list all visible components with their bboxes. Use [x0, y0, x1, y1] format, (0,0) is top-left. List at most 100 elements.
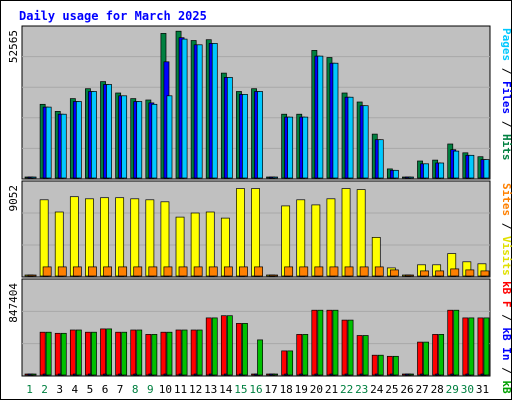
bar-hits-pages-day-10: [166, 95, 173, 179]
bar-visits-visits-day-23: [356, 189, 366, 277]
bar-visits-visits-day-13: [205, 211, 215, 277]
bar-kbytes-kb-f-day-8: [130, 329, 137, 376]
bar-kbytes-kb-out-day-4: [75, 329, 82, 376]
bar-kbytes-kb-out-day-1: [30, 373, 37, 376]
bar-kbytes-kb-f-day-3: [54, 332, 61, 376]
bar-visits-visits-day-7: [115, 197, 125, 277]
bar-visits-visits-day-19: [296, 199, 306, 277]
bar-visits-sites-day-25: [389, 269, 399, 277]
bar-hits-pages-day-20: [317, 55, 324, 179]
bar-kbytes-kb-f-day-27: [417, 341, 423, 376]
day-label-6: 6: [102, 383, 109, 396]
day-label-7: 7: [117, 383, 124, 396]
bar-visits-sites-day-1: [27, 274, 37, 277]
bar-visits-sites-day-14: [223, 266, 233, 277]
bar-visits-visits-day-20: [311, 204, 321, 277]
bar-hits-pages-day-8: [136, 101, 143, 179]
bar-visits-sites-day-9: [148, 266, 158, 277]
bar-hits-pages-day-25: [392, 169, 399, 179]
bar-hits-pages-day-17: [272, 176, 278, 179]
bar-visits-sites-day-6: [103, 266, 112, 277]
day-label-15: 15: [234, 383, 247, 396]
bar-kbytes-kb-f-day-23: [356, 335, 363, 376]
bar-hits-pages-day-11: [181, 38, 188, 179]
bar-hits-pages-day-9: [151, 103, 158, 179]
bar-kbytes-kb-f-day-24: [371, 354, 378, 376]
bar-kbytes-kb-f-day-10: [160, 331, 167, 376]
bar-hits-pages-day-13: [211, 43, 218, 179]
bar-visits-sites-day-16: [254, 266, 263, 277]
chart-title: Daily usage for March 2025: [19, 9, 207, 23]
bar-kbytes-kb-f-day-30: [462, 317, 469, 376]
bar-visits-sites-day-3: [57, 266, 67, 277]
bar-kbytes-kb-out-day-13: [211, 317, 218, 376]
day-label-24: 24: [370, 383, 384, 396]
bar-visits-visits-day-3: [54, 211, 64, 277]
bar-kbytes-kb-out-day-29: [453, 309, 460, 376]
bar-kbytes-kb-out-day-18: [287, 350, 294, 376]
bar-visits-sites-day-15: [239, 266, 248, 277]
bar-kbytes-kb-f-day-20: [311, 309, 318, 376]
day-label-17: 17: [264, 383, 277, 396]
bar-visits-visits-day-4: [69, 196, 79, 277]
bar-kbytes-kb-out-day-26: [408, 373, 414, 376]
legend-entry-pages: Pages: [500, 28, 512, 61]
day-label-10: 10: [159, 383, 172, 396]
bar-hits-pages-day-21: [332, 62, 339, 179]
panel-hits-max-label: 52565: [7, 30, 20, 63]
bar-hits-pages-day-26: [408, 176, 414, 179]
bar-kbytes-kb-out-day-19: [302, 334, 309, 376]
bar-visits-sites-day-24: [374, 266, 384, 277]
bar-kbytes-kb-out-day-24: [377, 354, 384, 376]
bar-kbytes-kb-out-day-22: [347, 319, 354, 376]
bar-kbytes-kb-f-day-22: [341, 319, 348, 376]
legend-entry-hits: Hits: [500, 134, 512, 161]
bar-kbytes-kb-f-day-19: [296, 334, 303, 376]
bar-kbytes-kb-out-day-9: [151, 334, 158, 376]
bar-visits-sites-day-26: [405, 274, 414, 277]
bar-hits-pages-day-4: [75, 101, 82, 179]
bar-visits-visits-day-15: [236, 188, 245, 277]
bar-visits-sites-day-11: [178, 266, 188, 277]
bar-hits-pages-day-28: [438, 162, 445, 179]
legend-entry-kb-in: kB In: [500, 327, 512, 360]
bar-kbytes-kb-out-day-14: [226, 315, 233, 376]
day-label-25: 25: [385, 383, 398, 396]
bar-kbytes-kb-f-day-12: [190, 329, 197, 376]
bar-hits-pages-day-15: [242, 94, 248, 179]
day-label-22: 22: [340, 383, 353, 396]
bar-visits-visits-day-8: [130, 198, 140, 277]
bar-visits-visits-day-2: [39, 199, 49, 277]
bar-visits-sites-day-17: [269, 274, 278, 277]
bar-kbytes-kb-out-day-3: [60, 332, 67, 376]
day-label-8: 8: [132, 383, 139, 396]
bar-kbytes-kb-out-day-30: [468, 317, 475, 376]
bar-kbytes-kb-f-day-4: [69, 329, 76, 376]
bar-kbytes-kb-f-day-13: [205, 317, 212, 376]
bar-hits-pages-day-24: [377, 139, 384, 179]
day-label-19: 19: [295, 383, 308, 396]
bar-visits-visits-day-21: [326, 198, 336, 277]
bar-kbytes-kb-out-day-12: [196, 329, 203, 376]
legend-entry-kb-out: kB Out: [500, 380, 512, 400]
legend-entry-sites: Sites: [500, 183, 512, 216]
bar-hits-pages-day-16: [257, 91, 263, 179]
bar-kbytes-kb-out-day-16: [257, 339, 263, 376]
day-label-5: 5: [87, 383, 94, 396]
legend-entry-kb-f: kB F: [500, 281, 512, 308]
bar-visits-visits-day-5: [85, 198, 94, 277]
legend-separator: /: [500, 61, 512, 81]
bar-kbytes-kb-out-day-7: [121, 331, 128, 376]
bar-kbytes-kb-out-day-28: [438, 334, 445, 376]
bar-kbytes-kb-f-day-15: [236, 323, 242, 376]
day-label-20: 20: [310, 383, 323, 396]
day-label-28: 28: [431, 383, 444, 396]
bar-kbytes-kb-f-day-2: [39, 331, 46, 376]
legend-entry-files: Files: [500, 81, 512, 114]
day-label-30: 30: [461, 383, 474, 396]
bar-hits-pages-day-14: [226, 77, 233, 179]
bar-visits-visits-day-6: [100, 197, 109, 277]
bar-hits-pages-day-2: [45, 106, 52, 179]
bar-hits-pages-day-22: [347, 96, 354, 179]
bar-visits-sites-day-4: [72, 266, 82, 277]
